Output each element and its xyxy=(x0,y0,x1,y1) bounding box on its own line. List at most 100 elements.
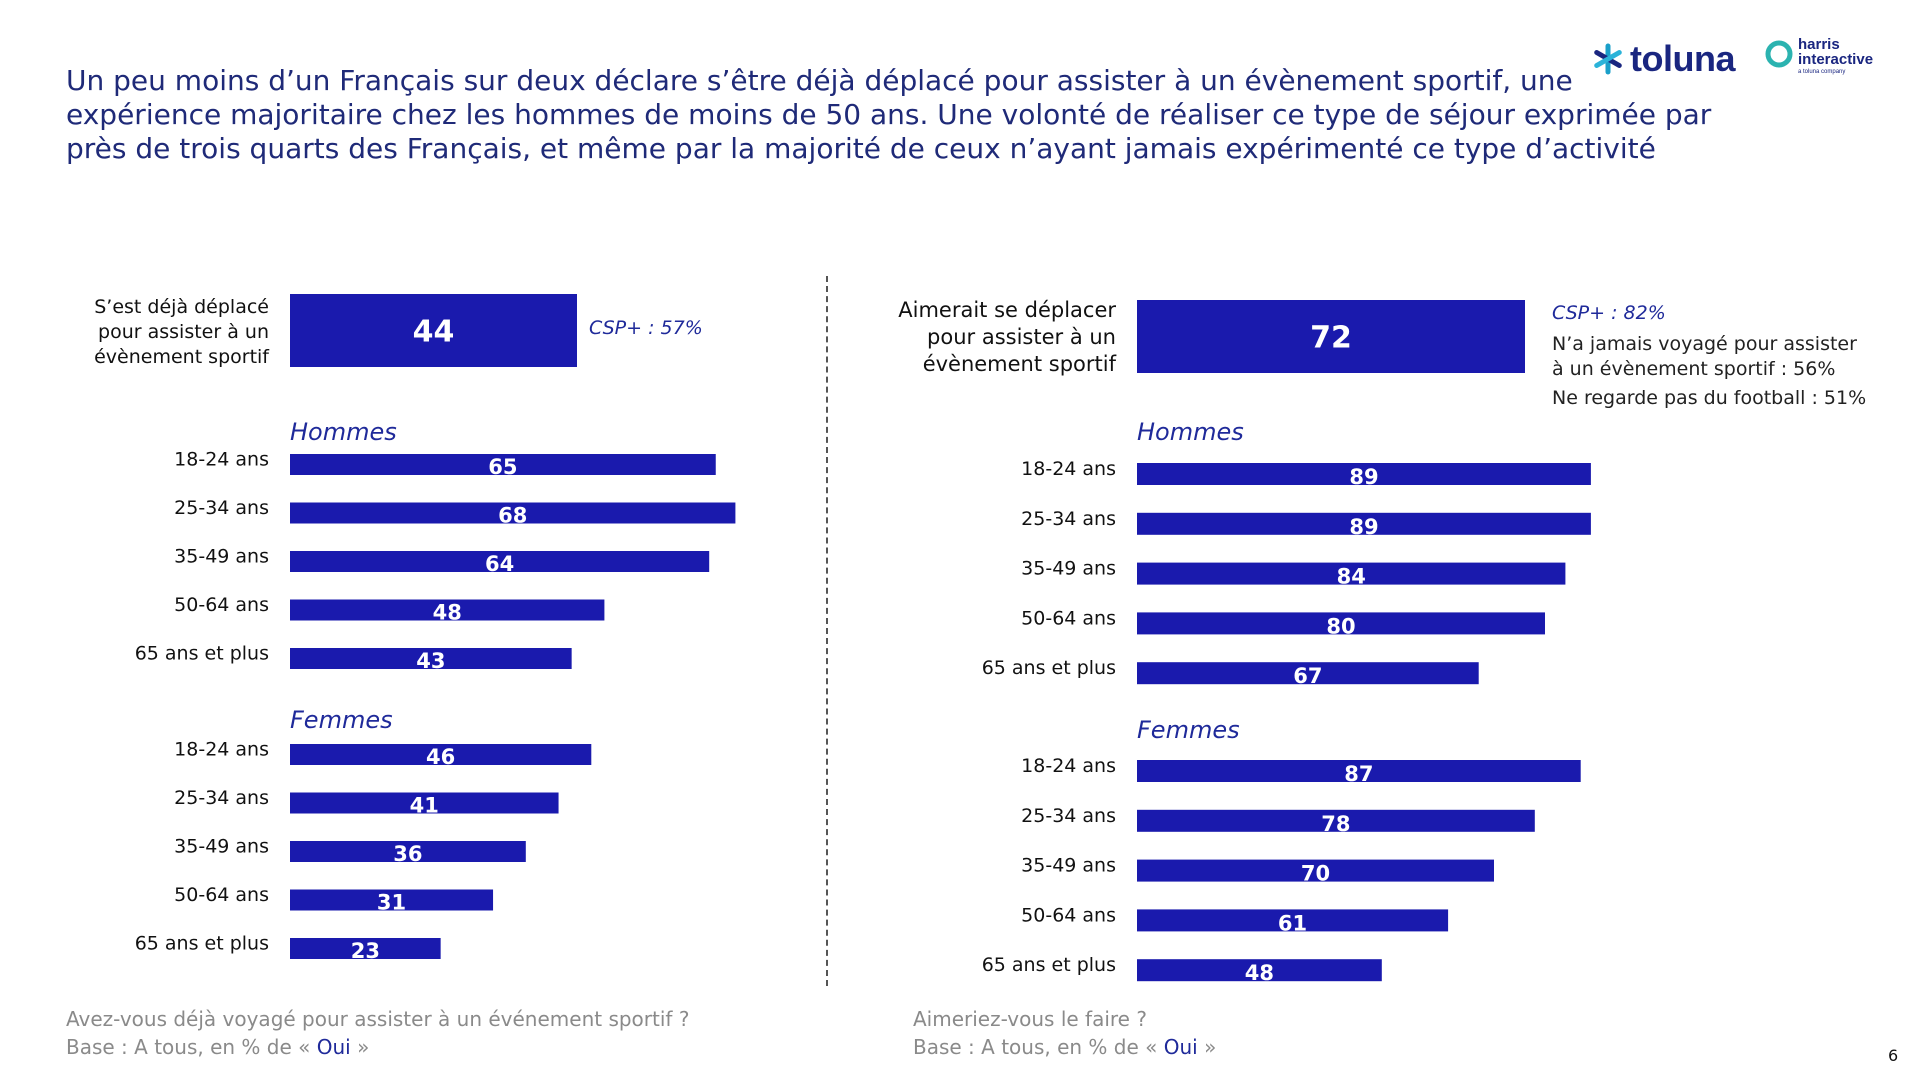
footnote-left: Avez-vous déjà voyagé pour assister à un… xyxy=(66,1005,689,1061)
bar-value-label: 68 xyxy=(498,504,527,528)
headline-line-2: expérience majoritaire chez les hommes d… xyxy=(66,98,1712,131)
harris-tagline: a toluna company xyxy=(1798,69,1846,75)
bar-value-label: 78 xyxy=(1321,812,1350,836)
bar-value-label: 48 xyxy=(433,601,462,625)
group-title: Hommes xyxy=(290,418,397,446)
bar xyxy=(290,792,559,814)
note-text: CSP+ : 82% xyxy=(1552,302,1666,324)
note-text: Ne regarde pas du football : 51% xyxy=(1552,387,1866,409)
bar-value-label: 80 xyxy=(1326,614,1355,638)
bar-value-label: 46 xyxy=(426,745,455,769)
bar-value-label: 61 xyxy=(1278,911,1307,935)
category-label: 50-64 ans xyxy=(174,884,269,906)
harris-interactive-logo: harris interactive a toluna company xyxy=(1764,36,1874,77)
chart-left-deja-deplace: S’est déjà déplacé pour assister à un évèn… xyxy=(94,294,736,963)
category-label: 50-64 ans xyxy=(1021,904,1116,926)
bar xyxy=(1137,760,1581,782)
bar xyxy=(290,454,716,475)
bar-value-label: 84 xyxy=(1337,565,1366,589)
toluna-logo: toluna xyxy=(1592,38,1735,80)
category-label: 25-34 ans xyxy=(174,787,269,809)
group-title: Femmes xyxy=(1137,716,1240,744)
bar-value-label: 36 xyxy=(393,842,422,866)
bar xyxy=(1137,809,1535,832)
total-label-line: évènement sportif xyxy=(94,346,270,368)
category-label: 18-24 ans xyxy=(174,739,269,761)
logo-area: toluna harris interactive a toluna compa… xyxy=(1592,36,1892,88)
category-label: 50-64 ans xyxy=(174,594,269,616)
bar xyxy=(290,648,572,669)
toluna-asterisk-icon xyxy=(1594,43,1622,75)
bar-value-label: 65 xyxy=(488,455,517,479)
bar xyxy=(290,599,605,621)
total-label-line: pour assister à un xyxy=(927,325,1116,349)
category-label: 18-24 ans xyxy=(1021,755,1116,777)
bar xyxy=(290,551,710,572)
chart-right-aimerait-deplacer: Aimerait se déplacer pour assister à un év… xyxy=(898,298,1866,985)
toluna-wordmark: toluna xyxy=(1630,38,1735,79)
page-number: 6 xyxy=(1888,1046,1899,1065)
bar-value-label: 89 xyxy=(1349,515,1378,539)
footnote-left-question: Avez-vous déjà voyagé pour assister à un… xyxy=(66,1007,690,1031)
total-label-line: Aimerait se déplacer xyxy=(898,298,1116,322)
footnote-right: Aimeriez-vous le faire ? Base : A tous, … xyxy=(913,1005,1216,1061)
total-label-line: évènement sportif xyxy=(923,352,1117,376)
category-label: 65 ans et plus xyxy=(982,657,1116,679)
bar xyxy=(1137,859,1494,882)
bar-value-label: 23 xyxy=(351,939,380,963)
bar xyxy=(290,744,592,765)
bar-value-label: 89 xyxy=(1349,465,1378,489)
category-label: 25-34 ans xyxy=(1021,805,1116,827)
category-label: 65 ans et plus xyxy=(135,933,269,955)
bar-value-label: 31 xyxy=(377,891,406,915)
category-label: 35-49 ans xyxy=(1021,855,1116,877)
category-label: 35-49 ans xyxy=(174,836,269,858)
total-bar xyxy=(1137,300,1525,373)
category-label: 18-24 ans xyxy=(1021,458,1116,480)
category-label: 18-24 ans xyxy=(174,449,269,471)
category-label: 35-49 ans xyxy=(174,546,269,568)
bar xyxy=(290,938,441,959)
bar xyxy=(1137,512,1591,535)
category-label: 65 ans et plus xyxy=(982,954,1116,976)
footnote-right-question: Aimeriez-vous le faire ? xyxy=(913,1007,1147,1031)
total-bar xyxy=(290,294,577,367)
bar xyxy=(290,889,494,911)
harris-name: harris xyxy=(1798,36,1840,53)
bar-value-label: 64 xyxy=(485,552,514,576)
bar xyxy=(290,502,736,524)
note-text: à un évènement sportif : 56% xyxy=(1552,358,1835,380)
bar-value-label: 70 xyxy=(1301,862,1330,886)
total-bar-value: 44 xyxy=(413,315,455,350)
bar-value-label: 48 xyxy=(1245,961,1274,985)
page-title: Un peu moins d’un Français sur deux décl… xyxy=(66,64,1712,166)
group-title: Femmes xyxy=(290,706,393,734)
bar xyxy=(1137,662,1479,685)
bar xyxy=(1137,463,1591,485)
chart-divider xyxy=(826,276,828,986)
category-label: 25-34 ans xyxy=(1021,508,1116,530)
bar xyxy=(1137,612,1545,635)
category-label: 50-64 ans xyxy=(1021,607,1116,629)
bar-value-label: 41 xyxy=(410,794,439,818)
note-text: N’a jamais voyagé pour assister xyxy=(1552,333,1857,355)
footnote-right-base: Base : A tous, en % de « Oui » xyxy=(913,1035,1217,1059)
footnote-left-base: Base : A tous, en % de « Oui » xyxy=(66,1035,370,1059)
harris-ring-icon xyxy=(1765,40,1793,68)
category-label: 35-49 ans xyxy=(1021,558,1116,580)
category-label: 25-34 ans xyxy=(174,497,269,519)
total-label-line: S’est déjà déplacé xyxy=(94,296,269,318)
bar-value-label: 67 xyxy=(1293,664,1322,688)
group-title: Hommes xyxy=(1137,418,1244,446)
bar xyxy=(1137,909,1449,932)
category-label: 65 ans et plus xyxy=(135,643,269,665)
bar-value-label: 43 xyxy=(416,649,445,673)
headline-line-3: près de trois quarts des Français, et mê… xyxy=(66,132,1656,165)
headline-line-1: Un peu moins d’un Français sur deux décl… xyxy=(66,64,1573,97)
bar xyxy=(1137,959,1382,982)
total-label-line: pour assister à un xyxy=(98,321,269,343)
bar-value-label: 87 xyxy=(1344,762,1373,786)
bar xyxy=(1137,562,1566,585)
harris-name-2: interactive xyxy=(1798,51,1874,68)
note-text: CSP+ : 57% xyxy=(589,317,703,339)
